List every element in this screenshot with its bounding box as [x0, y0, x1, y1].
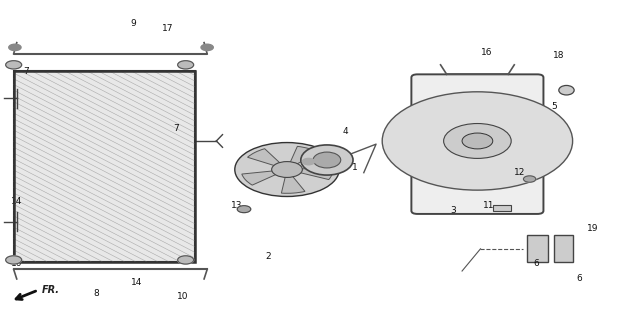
Bar [493, 205, 511, 211]
Text: 7: 7 [173, 124, 180, 133]
FancyBboxPatch shape [14, 71, 195, 261]
Circle shape [9, 44, 21, 51]
Text: 3: 3 [450, 206, 456, 215]
Bar [554, 235, 573, 261]
Circle shape [238, 206, 251, 213]
Circle shape [523, 176, 536, 182]
Bar [526, 235, 548, 261]
Text: 16: 16 [481, 48, 492, 57]
Text: 12: 12 [513, 168, 525, 177]
Text: 19: 19 [587, 224, 598, 233]
Circle shape [201, 44, 213, 51]
Text: 15: 15 [303, 152, 314, 161]
Ellipse shape [313, 152, 341, 168]
Wedge shape [247, 149, 287, 170]
Text: 13: 13 [231, 202, 242, 211]
Wedge shape [287, 146, 318, 170]
Text: 7: 7 [23, 67, 29, 76]
Text: 17: 17 [162, 24, 173, 33]
Bar [14, 71, 195, 261]
Text: 1: 1 [352, 164, 357, 172]
Wedge shape [242, 170, 287, 185]
Circle shape [6, 61, 22, 69]
Ellipse shape [559, 85, 574, 95]
Text: 9: 9 [131, 19, 136, 28]
Text: 8: 8 [94, 289, 99, 298]
Circle shape [302, 158, 315, 165]
Wedge shape [281, 170, 305, 193]
Text: 2: 2 [266, 252, 271, 261]
Text: 14: 14 [11, 197, 22, 206]
Text: 4: 4 [342, 127, 348, 136]
Text: 6: 6 [576, 275, 582, 284]
Text: 18: 18 [553, 51, 564, 60]
Text: 10: 10 [177, 292, 188, 301]
Ellipse shape [301, 145, 353, 175]
Text: 5: 5 [552, 101, 557, 111]
FancyBboxPatch shape [412, 74, 544, 214]
Circle shape [462, 133, 493, 149]
Text: 11: 11 [482, 202, 494, 211]
Circle shape [271, 162, 302, 178]
Wedge shape [287, 167, 333, 180]
Circle shape [235, 142, 339, 196]
Circle shape [6, 256, 22, 264]
Text: 6: 6 [533, 259, 539, 268]
Text: FR.: FR. [41, 284, 59, 295]
Text: 10: 10 [11, 259, 22, 268]
Circle shape [178, 61, 194, 69]
Text: 14: 14 [131, 278, 142, 287]
Circle shape [444, 124, 511, 158]
Circle shape [178, 256, 194, 264]
Circle shape [382, 92, 573, 190]
